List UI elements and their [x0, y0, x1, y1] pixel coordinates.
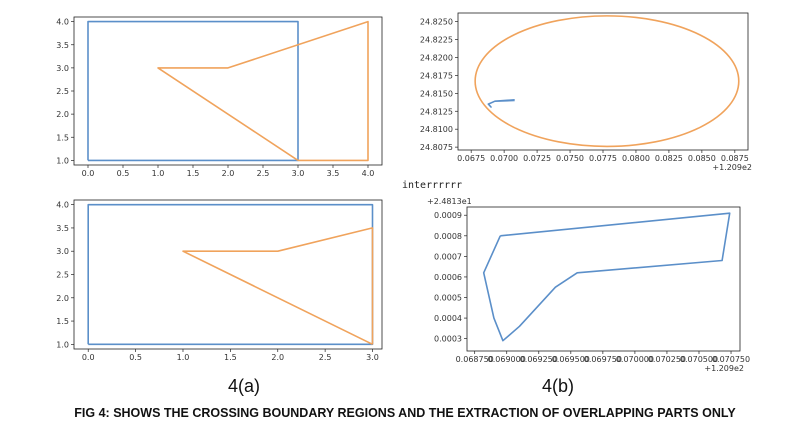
x-tick-label: 0.0 — [82, 169, 95, 178]
x-tick-label: 1.5 — [224, 353, 237, 362]
y-tick-label: 0.0008 — [434, 232, 462, 241]
y-tick-label: 24.8200 — [420, 53, 453, 62]
x-tick-label: 0.069250 — [520, 355, 558, 364]
y-tick-label: 4.0 — [56, 201, 69, 210]
y-tick-label: 24.8225 — [420, 36, 453, 45]
x-tick-label: 1.0 — [152, 169, 165, 178]
x-tick-label: 1.0 — [177, 353, 190, 362]
x-tick-label: 3.0 — [292, 169, 305, 178]
y-tick-label: 2.5 — [56, 87, 69, 96]
series-orange-line — [157, 20, 369, 162]
y-tick-label: 1.5 — [56, 317, 69, 326]
x-tick-label: 2.5 — [319, 353, 332, 362]
x-tick-label: 0.0850 — [688, 154, 716, 163]
interrrrrr-label: interrrrrr — [402, 180, 463, 191]
chart-bottom-left: 0.0 0.5 1.0 1.5 2.0 2.5 3.0 1.0 1.5 2.0 2.5 3.0 3.5 4… — [0, 0, 400, 370]
y-tick-label: 4.0 — [56, 18, 69, 27]
series-blue-line — [87, 203, 374, 346]
y-tick-label: 3.5 — [56, 41, 69, 50]
chart-top-left: 0.0 0.5 1.0 1.5 2.0 2.5 3.0 3.5 4.0 1.0 1.5 2.0 2.5 3… — [0, 0, 400, 185]
x-tick-label: 0.068750 — [456, 355, 494, 364]
x-tick-label: 0.0675 — [457, 154, 485, 163]
y-tick-label: 1.0 — [56, 156, 69, 165]
x-tick-label: 0.5 — [117, 169, 130, 178]
y-tick-label: 3.0 — [56, 64, 69, 73]
y-tick-label: 0.0009 — [434, 211, 462, 220]
figure-caption: FIG 4: SHOWS THE CROSSING BOUNDARY REGIO… — [74, 406, 736, 420]
x-tick-label: 0.0775 — [589, 154, 617, 163]
series-blue-line — [87, 20, 299, 162]
y-tick-label: 0.0007 — [434, 252, 462, 261]
x-tick-label: 0.070500 — [680, 355, 718, 364]
series-blue-line — [482, 212, 731, 342]
y-tick-label: 24.8125 — [420, 107, 453, 116]
x-tick-label: 0.069000 — [488, 355, 526, 364]
y-tick-label: 24.8150 — [420, 89, 453, 98]
y-tick-label: 24.8250 — [420, 18, 453, 27]
series-orange-ellipse — [474, 15, 740, 148]
x-tick-label: 0.0750 — [556, 154, 584, 163]
chart-top-right-svg: 0.0675 0.0700 0.0725 0.0750 0.0775 0.0800 0.08… — [420, 12, 752, 172]
x-tick-label: 1.5 — [187, 169, 200, 178]
y-tick-label: 1.5 — [56, 133, 69, 142]
chart-top-left-svg: 0.0 0.5 1.0 1.5 2.0 2.5 3.0 3.5 4.0 1.0 1.5 2.0 2.5 3… — [56, 16, 383, 178]
y-tick-label: 0.0005 — [434, 294, 462, 303]
x-tick-label: 0.5 — [129, 353, 142, 362]
chart-bottom-left-svg: 0.0 0.5 1.0 1.5 2.0 2.5 3.0 1.0 1.5 2.0 2.5 3.0 3.5 4… — [56, 199, 383, 362]
y-tick-label: 2.5 — [56, 271, 69, 280]
x-tick-label: 0.070750 — [712, 355, 750, 364]
x-tick-label: 2.0 — [222, 169, 235, 178]
x-offset-label: +1.209e2 — [712, 163, 752, 172]
y-tick-label: 0.0003 — [434, 335, 462, 344]
y-tick-label: 24.8175 — [420, 71, 453, 80]
y-tick-label: 2.0 — [56, 110, 69, 119]
x-tick-label: 3.5 — [327, 169, 340, 178]
x-tick-label: 4.0 — [362, 169, 375, 178]
y-offset-label: +2.4813e1 — [427, 197, 472, 206]
x-tick-label: 2.5 — [257, 169, 270, 178]
chart-top-right: 0.0675 0.0700 0.0725 0.0750 0.0775 0.0800 0.08… — [0, 0, 810, 185]
x-tick-label: 2.0 — [271, 353, 284, 362]
y-tick-label: 0.0006 — [434, 273, 462, 282]
x-tick-label: 0.0800 — [622, 154, 650, 163]
x-tick-label: 0.070250 — [648, 355, 686, 364]
y-tick-label: 1.0 — [56, 340, 69, 349]
y-tick-label: 2.0 — [56, 294, 69, 303]
x-tick-label: 0.069500 — [552, 355, 590, 364]
y-tick-label: 24.8075 — [420, 143, 453, 152]
sublabel-4a: 4(a) — [228, 376, 261, 396]
series-orange-line — [182, 227, 374, 346]
plot-frame — [466, 206, 741, 352]
x-tick-label: 0.0825 — [655, 154, 683, 163]
x-tick-label: 0.0875 — [721, 154, 749, 163]
y-tick-label: 3.0 — [56, 247, 69, 256]
y-tick-label: 24.8100 — [420, 125, 453, 134]
x-tick-label: 0.0725 — [523, 154, 551, 163]
x-tick-label: 0.069750 — [584, 355, 622, 364]
chart-bottom-right: 0.068750 0.069000 0.069250 0.069500 0.069750… — [427, 197, 750, 373]
y-tick-label: 0.0004 — [434, 314, 462, 323]
x-tick-label: 0.0 — [82, 353, 95, 362]
y-tick-label: 3.5 — [56, 224, 69, 233]
x-offset-label: +1.209e2 — [704, 364, 744, 373]
x-tick-label: 3.0 — [366, 353, 379, 362]
x-tick-label: 0.070000 — [616, 355, 654, 364]
x-tick-label: 0.0700 — [490, 154, 518, 163]
series-blue-line — [487, 99, 515, 108]
sublabel-4b: 4(b) — [542, 376, 575, 396]
chart-bottom-right-svg: 0.0687500.0690000.0692500.0695000.069750… — [427, 197, 750, 373]
